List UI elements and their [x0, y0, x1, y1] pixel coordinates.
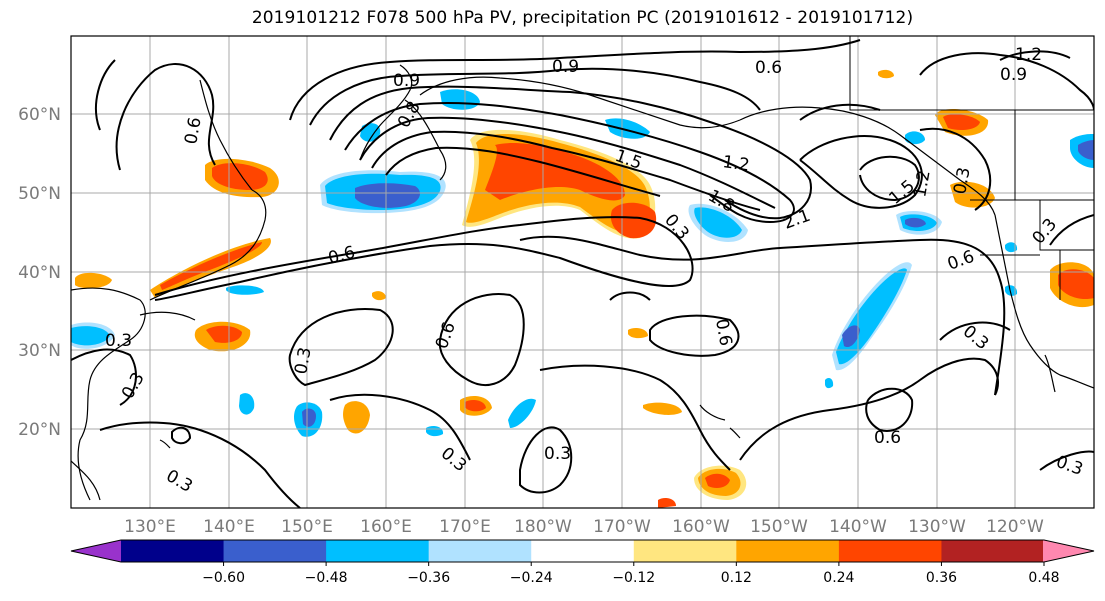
- longitude-labels: 130°E 140°E 150°E 160°E 170°E 180°W 170°…: [124, 517, 1044, 537]
- colorbar-swatch: [531, 540, 635, 562]
- colorbar-swatch: [736, 540, 840, 562]
- latitude-labels: 60°N 50°N 40°N 30°N 20°N: [18, 105, 61, 440]
- precipitation-shading: [71, 69, 1094, 508]
- lon-label: 120°W: [986, 517, 1044, 537]
- pv-contours: [71, 39, 1094, 508]
- map-title: 2019101212 F078 500 hPa PV, precipitatio…: [251, 8, 914, 28]
- colorbar-swatch: [121, 540, 225, 562]
- colorbar-tick-label: 0.36: [926, 570, 957, 586]
- colorbar-tick-label: 0.24: [823, 570, 854, 586]
- colorbar-swatch: [326, 540, 430, 562]
- lat-label: 30°N: [18, 341, 61, 361]
- contour-label: 0.6: [181, 116, 205, 146]
- contour-label: 0.6: [755, 58, 782, 78]
- colorbar-tick-label: −0.12: [612, 570, 655, 586]
- lat-label: 20°N: [18, 420, 61, 440]
- lon-label: 150°W: [750, 517, 808, 537]
- contour-label: 0.9: [393, 71, 420, 91]
- lon-label: 130°W: [908, 517, 966, 537]
- colorbar-extension-low: [71, 540, 122, 562]
- colorbar-tick-label: 0.12: [721, 570, 752, 586]
- contour-label: 1.2: [910, 169, 934, 199]
- contour-label: 1.2: [1015, 45, 1042, 65]
- colorbar-outline: [70, 539, 1095, 563]
- contour-label: 0.6: [711, 317, 735, 347]
- contour-label: 0.3: [105, 331, 132, 351]
- contour-label: 0.9: [1000, 65, 1027, 85]
- colorbar-swatch: [428, 540, 532, 562]
- map-frame: [70, 35, 1095, 509]
- lon-label: 160°E: [360, 517, 412, 537]
- contour-label: 1.2: [721, 152, 751, 176]
- colorbar-ticks: −0.60 −0.48 −0.36 −0.24 −0.12 0.12 0.24 0.36 0.4…: [202, 562, 1060, 586]
- colorbar-swatch: [633, 540, 737, 562]
- colorbar-tick-label: 0.48: [1028, 570, 1059, 586]
- lat-label: 40°N: [18, 263, 61, 283]
- lon-label: 160°W: [672, 517, 730, 537]
- lon-label: 140°E: [203, 517, 255, 537]
- contour-label: 0.3: [950, 166, 974, 196]
- colorbar-tick-label: −0.36: [407, 570, 450, 586]
- colorbar: −0.60 −0.48 −0.36 −0.24 −0.12 0.12 0.24 0.36 0.4…: [70, 539, 1095, 586]
- colorbar-swatches: [70, 539, 1095, 563]
- colorbar-swatch: [838, 540, 942, 562]
- lon-label: 170°W: [593, 517, 651, 537]
- contour-label: 0.3: [291, 346, 315, 376]
- lon-label: 140°W: [829, 517, 887, 537]
- lat-label: 50°N: [18, 184, 61, 204]
- lat-label: 60°N: [18, 105, 61, 125]
- contour-label: 0.6: [874, 428, 901, 448]
- colorbar-swatch: [941, 540, 1045, 562]
- lon-label: 130°E: [124, 517, 176, 537]
- colorbar-tick-label: −0.48: [305, 570, 348, 586]
- colorbar-extension-high: [1043, 540, 1094, 562]
- colorbar-tick-label: −0.60: [202, 570, 245, 586]
- colorbar-swatch: [223, 540, 327, 562]
- lon-label: 150°E: [281, 517, 333, 537]
- contour-label: 0.3: [544, 444, 571, 464]
- colorbar-tick-label: −0.24: [510, 570, 553, 586]
- political-borders: [849, 36, 1094, 300]
- lon-label: 170°E: [439, 517, 491, 537]
- lon-label: 180°W: [514, 517, 572, 537]
- contour-label: 0.9: [552, 57, 579, 77]
